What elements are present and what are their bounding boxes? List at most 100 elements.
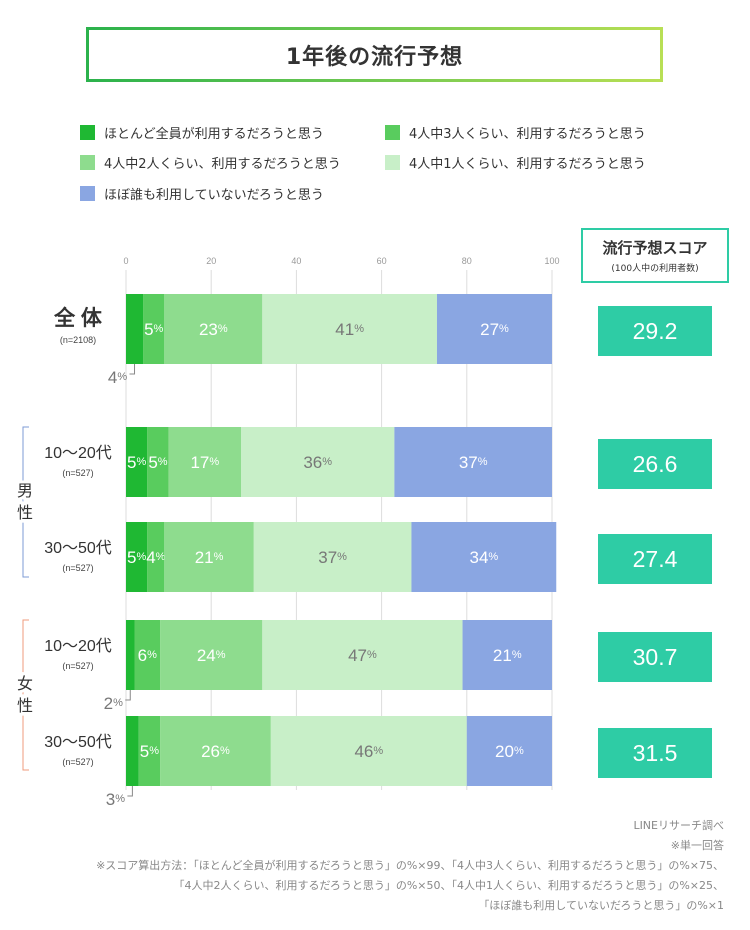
callout-line (125, 690, 131, 701)
data-label: 5% (144, 320, 163, 339)
x-tick-label: 60 (377, 256, 387, 266)
x-tick-label: 0 (123, 256, 128, 266)
score-value: 29.2 (633, 318, 678, 344)
row-sample-size: (n=527) (62, 757, 93, 767)
data-label: 34% (469, 548, 498, 567)
x-tick-label: 100 (544, 256, 559, 266)
data-label: 17% (190, 453, 219, 472)
footnote-source: LINEリサーチ調べ (633, 819, 724, 832)
legend-swatch (385, 155, 400, 170)
group-label: 性 (17, 504, 33, 522)
legend-item: ほとんど全員が利用するだろうと思う (80, 123, 324, 142)
data-label: 5% (127, 548, 146, 567)
data-label: 26% (201, 742, 230, 761)
bar-segment (168, 427, 242, 497)
bar-segment (436, 294, 552, 364)
legend-swatch (385, 125, 400, 140)
data-label: 41% (335, 320, 364, 339)
bar-segment (126, 522, 148, 592)
score-box (598, 306, 712, 356)
callout-line (127, 786, 133, 797)
data-label: 24% (197, 646, 226, 665)
bar-segment (262, 620, 463, 690)
footnote-method-2: 「4人中2人くらい、利用するだろうと思う」の%×50、「4人中1人くらい、利用す… (173, 879, 724, 892)
data-label: 5% (148, 453, 167, 472)
legend-item: 4人中3人くらい、利用するだろうと思う (385, 123, 646, 142)
score-header-subtitle: (100人中の利用者数) (611, 264, 699, 274)
score-box (598, 632, 712, 682)
row-sample-size: (n=527) (62, 468, 93, 478)
legend-item: ほぼ誰も利用していないだろうと思う (80, 184, 324, 203)
data-label: 20% (495, 742, 524, 761)
bar-segment (126, 427, 148, 497)
data-label: 5% (140, 742, 159, 761)
callout-label: 4% (108, 368, 127, 387)
data-label: 37% (459, 453, 488, 472)
footnote-single-answer: ※単一回答 (670, 839, 724, 852)
data-label: 47% (348, 646, 377, 665)
data-label: 6% (138, 646, 157, 665)
bar-segment (126, 294, 144, 364)
group-label: 女 (17, 674, 33, 693)
bar-segment (262, 294, 437, 364)
score-value: 26.6 (633, 451, 678, 477)
x-tick-label: 20 (206, 256, 216, 266)
footnote-method-1: ※スコア算出方法：「ほとんど全員が利用するだろうと思う」の%×99、「4人中3人… (96, 859, 724, 872)
bar-segment (143, 294, 165, 364)
bar-segment (253, 522, 412, 592)
bar-segment (411, 522, 557, 592)
row-label: 10〜20代 (44, 444, 112, 462)
footnote-method-3: 「ほぼ誰も利用していないだろうと思う」の%×1 (478, 899, 724, 912)
bar-segment (270, 716, 467, 786)
row-sample-size: (n=2108) (60, 335, 96, 345)
bar-segment (164, 522, 254, 592)
legend-label: 4人中1人くらい、利用するだろうと思う (409, 157, 646, 172)
bar-segment (126, 716, 139, 786)
data-label: 37% (318, 548, 347, 567)
score-value: 27.4 (633, 546, 678, 572)
row-label: 30〜50代 (44, 539, 112, 557)
bar-segment (466, 716, 552, 786)
group-label: 男 (17, 483, 33, 500)
legend-swatch (80, 125, 95, 140)
score-header: 流行予想スコア (100人中の利用者数) (581, 228, 729, 283)
group-label: 性 (17, 697, 33, 715)
legend-label: 4人中2人くらい、利用するだろうと思う (104, 157, 341, 172)
legend-item: 4人中2人くらい、利用するだろうと思う (80, 153, 341, 172)
bar-segment (160, 716, 271, 786)
legend-item: 4人中1人くらい、利用するだろうと思う (385, 153, 646, 172)
data-label: 4% (146, 548, 165, 567)
x-tick-label: 40 (291, 256, 301, 266)
score-box (598, 439, 712, 489)
bar-segment (164, 294, 263, 364)
bar-segment (394, 427, 552, 497)
callout-line (129, 364, 136, 375)
row-label: 全 体 (53, 306, 103, 330)
callout-label: 2% (104, 694, 123, 713)
score-value: 30.7 (633, 644, 678, 670)
bar-segment (138, 716, 161, 786)
row-sample-size: (n=527) (62, 661, 93, 671)
data-label: 36% (303, 453, 332, 472)
row-sample-size: (n=527) (62, 563, 93, 573)
data-label: 27% (480, 320, 509, 339)
row-label: 30〜50代 (44, 733, 112, 751)
score-header-title: 流行予想スコア (602, 239, 708, 257)
title-box: 1年後の流行予想 (86, 27, 663, 82)
data-label: 23% (199, 320, 228, 339)
data-label: 21% (493, 646, 522, 665)
legend-label: ほぼ誰も利用していないだろうと思う (104, 188, 324, 203)
legend-swatch (80, 155, 95, 170)
bar-segment (134, 620, 161, 690)
legend-label: ほとんど全員が利用するだろうと思う (104, 127, 324, 142)
bar-segment (241, 427, 395, 497)
row-label: 10〜20代 (44, 637, 112, 655)
group-bracket (22, 619, 29, 771)
bar-segment (147, 427, 169, 497)
data-label: 46% (354, 742, 383, 761)
bar-segment (462, 620, 552, 690)
data-label: 5% (127, 453, 146, 472)
group-bracket (22, 426, 29, 578)
score-value: 31.5 (633, 740, 678, 766)
